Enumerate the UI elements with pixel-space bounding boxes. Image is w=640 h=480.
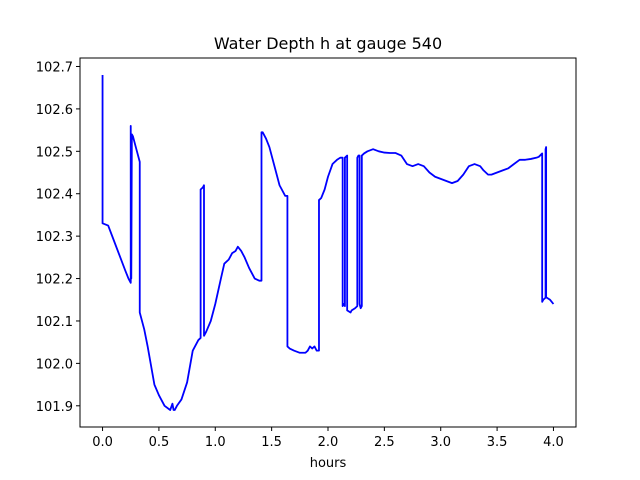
y-tick-label: 102.3 (36, 230, 73, 245)
x-tick-label: 3.0 (430, 435, 451, 450)
y-tick-label: 102.1 (36, 315, 73, 330)
x-axis-ticks: 0.0 0.5 1.0 1.5 2.0 2.5 3.0 3.5 4.0 (92, 427, 564, 450)
x-tick-label: 1.5 (261, 435, 282, 450)
x-tick-label: 0.0 (92, 435, 113, 450)
y-tick-label: 101.9 (36, 400, 73, 415)
x-tick-label: 1.0 (205, 435, 226, 450)
y-axis-ticks: 101.9 102.0 102.1 102.2 102.3 102.4 102.5 102.6… (36, 60, 80, 415)
chart-title: Water Depth h at gauge 540 (214, 34, 442, 53)
y-tick-label: 102.2 (36, 273, 73, 288)
x-axis-label: hours (310, 456, 347, 471)
y-tick-label: 102.4 (36, 188, 73, 203)
water-depth-series-line (101, 74, 555, 411)
x-tick-label: 4.0 (543, 435, 564, 450)
y-tick-label: 102.6 (36, 103, 73, 118)
x-tick-label: 0.5 (149, 435, 170, 450)
axes-frame (79, 57, 577, 428)
x-tick-label: 2.0 (318, 435, 339, 450)
y-tick-label: 102.5 (36, 145, 73, 160)
y-tick-label: 102.0 (36, 357, 73, 372)
y-tick-label: 102.7 (36, 60, 73, 75)
x-tick-label: 2.5 (374, 435, 395, 450)
plot-area (101, 74, 555, 411)
x-tick-label: 3.5 (487, 435, 508, 450)
